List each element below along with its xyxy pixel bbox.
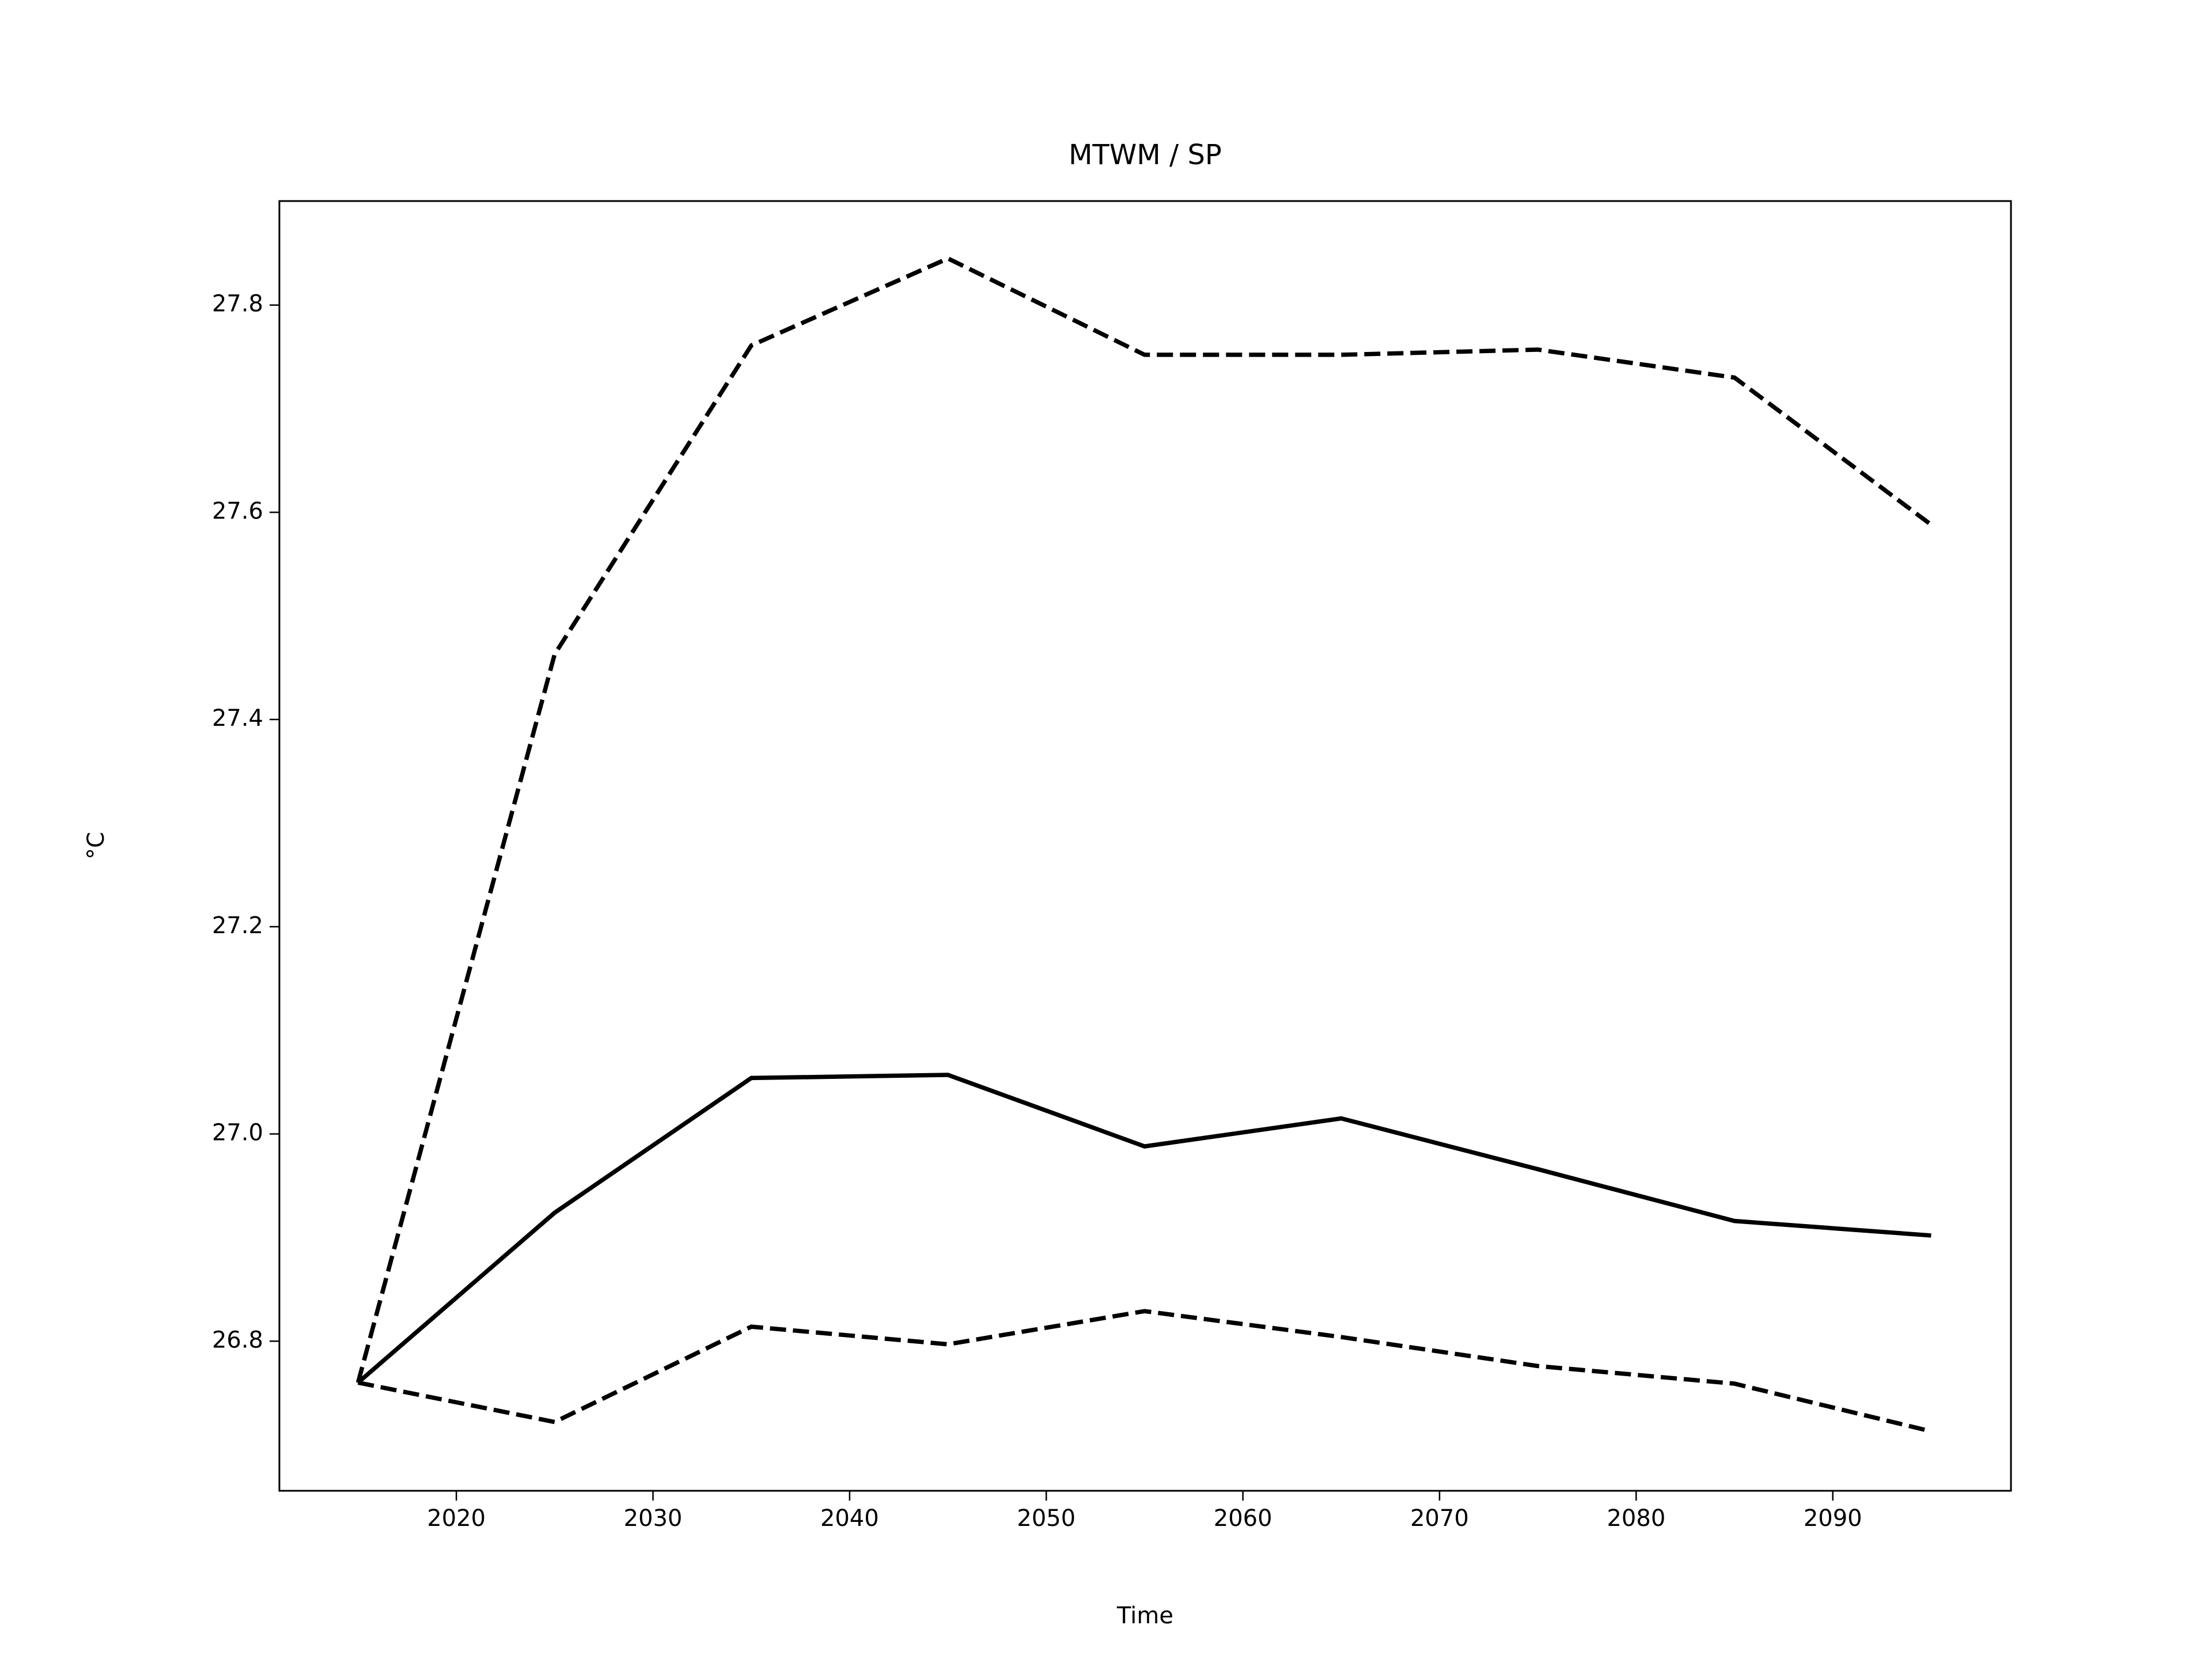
- y-tick-label: 27.8: [212, 291, 263, 317]
- x-tick-label: 2030: [624, 1505, 683, 1532]
- y-tick-label: 26.8: [212, 1327, 263, 1353]
- y-tick-label: 27.6: [212, 498, 263, 524]
- y-tick-label: 27.2: [212, 912, 263, 939]
- x-tick-label: 2040: [820, 1505, 879, 1532]
- x-tick-label: 2080: [1607, 1505, 1665, 1532]
- line-series: [357, 1309, 1932, 1434]
- line-series: [357, 1073, 1931, 1385]
- y-tick-label: 27.0: [212, 1120, 263, 1146]
- x-tick-label: 2060: [1214, 1505, 1272, 1532]
- plot-frame: [278, 200, 2012, 1492]
- line-series: [355, 256, 1933, 1384]
- x-tick-label: 2020: [427, 1505, 486, 1532]
- y-tick-label: 27.4: [212, 705, 263, 732]
- x-tick-label: 2090: [1804, 1505, 1862, 1532]
- x-tick-label: 2070: [1410, 1505, 1469, 1532]
- chart-title: MTWM / SP: [1069, 139, 1222, 171]
- x-axis-label: Time: [1116, 1603, 1173, 1629]
- x-tick-label: 2050: [1017, 1505, 1075, 1532]
- y-axis-label: °C: [83, 832, 109, 859]
